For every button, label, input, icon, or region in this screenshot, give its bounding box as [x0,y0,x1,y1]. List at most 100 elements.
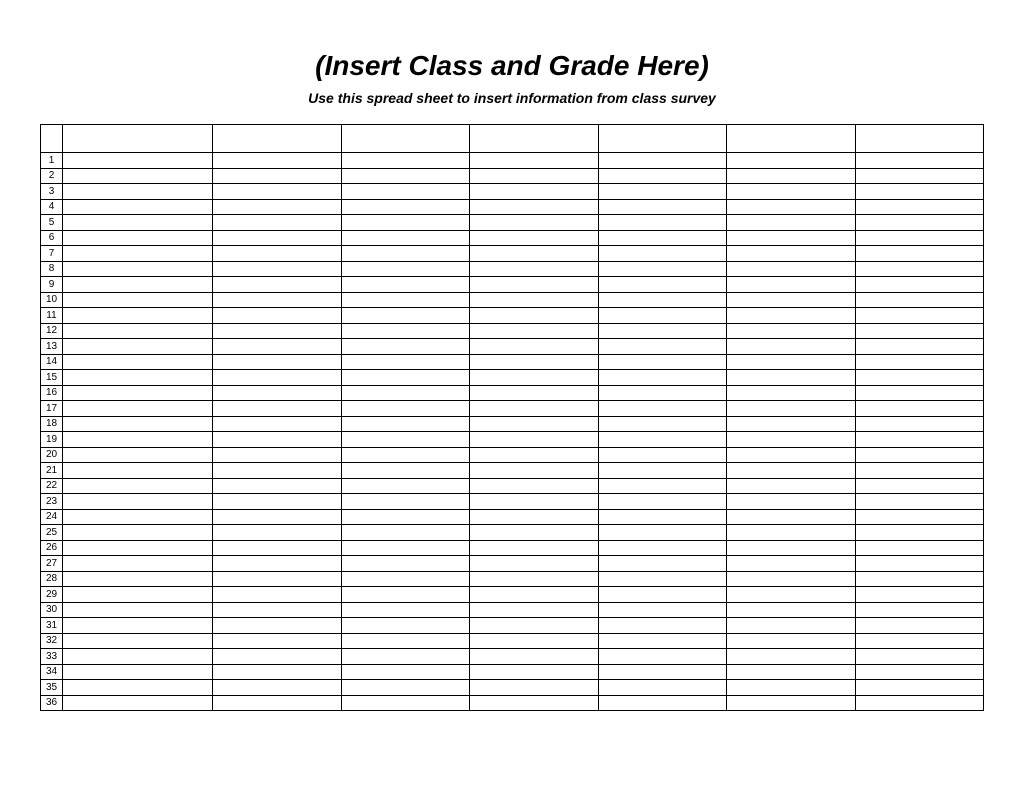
table-cell[interactable] [855,571,984,587]
table-cell[interactable] [598,370,727,386]
table-cell[interactable] [63,680,213,696]
table-cell[interactable] [63,370,213,386]
table-cell[interactable] [727,432,856,448]
table-cell[interactable] [63,199,213,215]
table-cell[interactable] [213,695,342,711]
table-cell[interactable] [598,540,727,556]
table-cell[interactable] [470,447,599,463]
table-cell[interactable] [598,168,727,184]
table-cell[interactable] [855,618,984,634]
table-cell[interactable] [727,308,856,324]
table-cell[interactable] [470,308,599,324]
table-cell[interactable] [855,184,984,200]
table-cell[interactable] [598,230,727,246]
table-cell[interactable] [63,478,213,494]
table-cell[interactable] [855,447,984,463]
table-cell[interactable] [598,354,727,370]
table-cell[interactable] [213,401,342,417]
table-cell[interactable] [855,540,984,556]
table-cell[interactable] [598,571,727,587]
table-cell[interactable] [727,354,856,370]
table-cell[interactable] [63,323,213,339]
table-cell[interactable] [727,292,856,308]
table-cell[interactable] [727,401,856,417]
table-cell[interactable] [598,587,727,603]
table-cell[interactable] [63,230,213,246]
table-cell[interactable] [213,153,342,169]
table-cell[interactable] [341,664,470,680]
table-cell[interactable] [727,633,856,649]
table-cell[interactable] [341,494,470,510]
table-cell[interactable] [598,633,727,649]
table-cell[interactable] [213,447,342,463]
table-cell[interactable] [341,540,470,556]
table-cell[interactable] [855,199,984,215]
table-cell[interactable] [213,680,342,696]
table-cell[interactable] [855,308,984,324]
table-cell[interactable] [63,401,213,417]
table-cell[interactable] [341,354,470,370]
table-cell[interactable] [598,525,727,541]
table-cell[interactable] [341,199,470,215]
table-cell[interactable] [341,525,470,541]
table-cell[interactable] [470,199,599,215]
table-cell[interactable] [727,649,856,665]
table-cell[interactable] [63,153,213,169]
table-cell[interactable] [855,153,984,169]
table-cell[interactable] [470,261,599,277]
table-cell[interactable] [341,370,470,386]
table-cell[interactable] [598,447,727,463]
table-cell[interactable] [470,525,599,541]
table-cell[interactable] [341,447,470,463]
table-cell[interactable] [341,463,470,479]
table-cell[interactable] [470,153,599,169]
table-cell[interactable] [598,339,727,355]
table-cell[interactable] [598,509,727,525]
table-cell[interactable] [341,215,470,231]
table-cell[interactable] [727,540,856,556]
table-cell[interactable] [855,602,984,618]
table-cell[interactable] [470,401,599,417]
table-cell[interactable] [341,168,470,184]
table-cell[interactable] [727,618,856,634]
table-cell[interactable] [470,385,599,401]
table-cell[interactable] [341,261,470,277]
table-cell[interactable] [341,556,470,572]
table-cell[interactable] [341,385,470,401]
table-cell[interactable] [470,478,599,494]
table-cell[interactable] [341,153,470,169]
table-cell[interactable] [63,618,213,634]
table-cell[interactable] [727,494,856,510]
header-cell-3[interactable] [341,125,470,153]
table-cell[interactable] [213,168,342,184]
table-cell[interactable] [63,385,213,401]
table-cell[interactable] [598,556,727,572]
table-cell[interactable] [855,494,984,510]
table-cell[interactable] [855,695,984,711]
table-cell[interactable] [855,215,984,231]
table-cell[interactable] [727,246,856,262]
table-cell[interactable] [213,199,342,215]
table-cell[interactable] [727,370,856,386]
table-cell[interactable] [213,649,342,665]
table-cell[interactable] [727,664,856,680]
table-cell[interactable] [598,184,727,200]
table-cell[interactable] [598,602,727,618]
table-cell[interactable] [63,664,213,680]
table-cell[interactable] [855,680,984,696]
table-cell[interactable] [341,587,470,603]
table-cell[interactable] [598,463,727,479]
table-cell[interactable] [63,525,213,541]
table-cell[interactable] [470,649,599,665]
table-cell[interactable] [470,416,599,432]
table-cell[interactable] [598,618,727,634]
table-cell[interactable] [63,602,213,618]
table-cell[interactable] [727,571,856,587]
table-cell[interactable] [63,633,213,649]
table-cell[interactable] [213,323,342,339]
table-cell[interactable] [855,525,984,541]
table-cell[interactable] [213,478,342,494]
table-cell[interactable] [470,215,599,231]
table-cell[interactable] [855,463,984,479]
table-cell[interactable] [727,478,856,494]
